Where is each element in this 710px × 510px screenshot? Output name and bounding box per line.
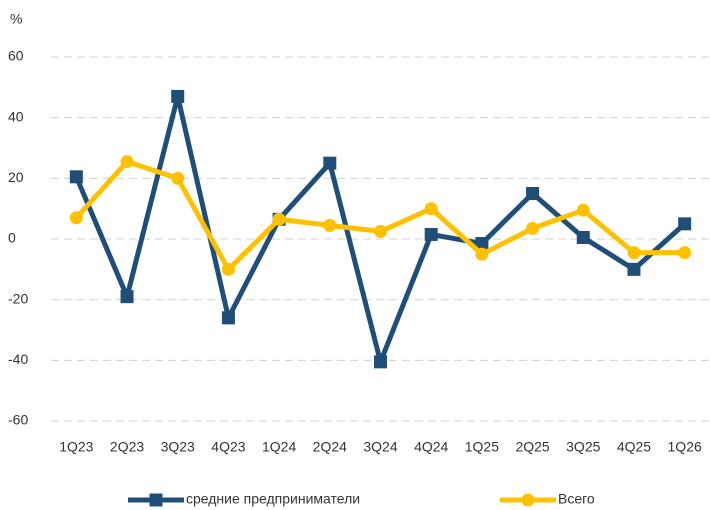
y-tick-label: 40 — [8, 108, 24, 124]
x-tick-label: 1Q26 — [668, 439, 702, 455]
x-tick-label: 3Q24 — [363, 439, 397, 455]
data-point — [424, 202, 438, 216]
legend-label: Всего — [558, 491, 595, 507]
data-point — [627, 246, 641, 260]
legend-marker — [521, 493, 535, 507]
data-point — [171, 89, 185, 103]
x-tick-label: 4Q24 — [414, 439, 448, 455]
x-tick-label: 2Q25 — [515, 439, 549, 455]
x-tick-label: 1Q23 — [59, 439, 93, 455]
x-tick-label: 2Q24 — [313, 439, 347, 455]
data-point — [576, 203, 590, 217]
data-point — [323, 156, 337, 170]
data-point — [374, 224, 387, 238]
y-tick-label: 60 — [8, 48, 24, 64]
data-point — [526, 221, 540, 235]
data-point — [424, 227, 438, 241]
x-tick-label: 3Q23 — [161, 439, 195, 455]
data-point — [272, 212, 286, 226]
data-point — [678, 246, 692, 260]
x-tick-label: 1Q24 — [262, 439, 296, 455]
x-tick-label: 4Q23 — [211, 439, 245, 455]
data-point — [69, 170, 83, 184]
data-point — [120, 155, 134, 169]
x-tick-label: 2Q23 — [110, 439, 144, 455]
data-point — [69, 211, 83, 225]
x-tick-label: 4Q25 — [617, 439, 651, 455]
x-tick-label: 3Q25 — [566, 439, 600, 455]
data-point — [221, 262, 235, 276]
legend-marker — [149, 493, 163, 507]
series-line — [74, 159, 685, 272]
y-tick-label: 20 — [8, 169, 24, 185]
data-point — [627, 262, 641, 276]
data-point — [221, 311, 235, 325]
data-point — [374, 355, 387, 369]
x-tick-label: 1Q25 — [465, 439, 499, 455]
data-point — [475, 247, 489, 261]
y-axis-label: % — [10, 11, 22, 27]
y-tick-label: 0 — [8, 230, 16, 246]
y-tick-label: -60 — [8, 412, 28, 428]
legend-label: средние предприниматели — [186, 491, 360, 507]
data-point — [475, 237, 489, 251]
y-tick-label: -40 — [8, 351, 28, 367]
data-point — [120, 290, 134, 304]
data-point — [526, 187, 540, 200]
data-point — [576, 230, 590, 244]
data-point — [323, 218, 337, 232]
y-tick-label: -20 — [8, 290, 28, 306]
data-point — [171, 171, 185, 185]
data-point — [678, 217, 692, 231]
